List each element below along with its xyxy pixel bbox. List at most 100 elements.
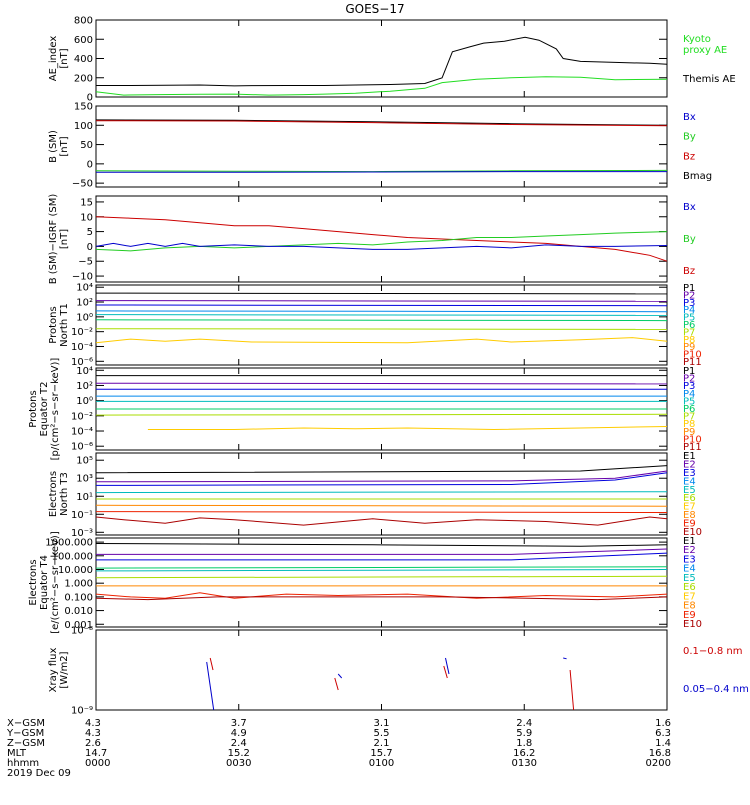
- x-row-value-3-0: 14.7: [85, 748, 107, 759]
- x-row-label-0: X−GSM: [7, 718, 45, 729]
- y-tick-label-protons_t2-4: 10⁻⁴: [71, 427, 93, 438]
- legend-electrons_t3-6: E7: [683, 502, 696, 513]
- y-tick-label-bigrf-3: 0: [87, 242, 93, 253]
- series-line-electrons_t4-E6: [95, 575, 668, 579]
- series-line-protons_t1-P2: [95, 300, 668, 302]
- y-tick-label-ae-1: 600: [74, 35, 93, 46]
- series-line-electrons_t4-E1: [95, 543, 668, 547]
- y-tick-label-protons_t1-3: 10⁻²: [71, 327, 93, 338]
- y-axis-label-bigrf-1: [nT]: [59, 229, 70, 249]
- x-row-value-2-2: 2.1: [374, 738, 390, 749]
- x-row-value-3-3: 16.2: [513, 748, 535, 759]
- legend-electrons_t3-2: E3: [683, 468, 696, 479]
- series-line-bigrf-By: [95, 231, 668, 252]
- y-tick-label-electrons_t4-1: 100.000: [52, 551, 93, 562]
- series-line-electrons_t3-E4: [95, 491, 668, 494]
- legend-electrons_t4-6: E7: [683, 591, 696, 602]
- y-axis-label-xray-1: [W/m2]: [59, 651, 70, 688]
- legend-electrons_t3-9: E10: [683, 527, 702, 538]
- panel-frame-electrons_t3: [95, 452, 668, 536]
- x-row-value-0-3: 2.4: [516, 718, 532, 729]
- panel-frame-xray: [95, 629, 668, 711]
- legend-bigrf-1: By: [683, 234, 696, 245]
- legend-protons_t1-5: P6: [683, 320, 695, 331]
- legend-electrons_t3-8: E9: [683, 519, 696, 530]
- legend-protons_t1-0: P1: [683, 283, 695, 294]
- x-row-label-2: Z−GSM: [7, 738, 45, 749]
- y-tick-label-electrons_t4-5: 0.010: [64, 606, 93, 617]
- x-row-value-1-0: 4.3: [85, 728, 101, 739]
- legend-electrons_t3-0: E1: [683, 451, 696, 462]
- legend-protons_t2-0: P1: [683, 366, 695, 377]
- series-line-xray-0-05-0-4-nm-seg0: [206, 661, 215, 711]
- series-line-protons_t2-P8: [147, 426, 668, 431]
- x-row-value-0-1: 3.7: [231, 718, 247, 729]
- y-tick-label-xray-1: 10⁻⁹: [71, 706, 93, 717]
- y-tick-label-protons_t1-5: 10⁻⁶: [71, 357, 93, 368]
- y-tick-label-electrons_t4-0: 1000.000: [45, 538, 93, 549]
- y-tick-label-ae-0: 800: [74, 16, 93, 27]
- legend-xray-0: 0.1−0.8 nm: [683, 646, 742, 657]
- series-line-protons_t1-P5: [95, 314, 668, 316]
- legend-electrons_t3-7: E8: [683, 510, 696, 521]
- legend-electrons_t4-2: E3: [683, 554, 696, 565]
- legend-protons_t1-1: P2: [683, 290, 695, 301]
- y-tick-label-protons_t1-0: 10⁴: [76, 283, 93, 294]
- x-row-label-3: MLT: [7, 748, 27, 759]
- y-tick-label-ae-4: 0: [87, 93, 93, 104]
- series-line-protons_t1-P1: [95, 292, 668, 295]
- legend-electrons_t4-5: E6: [683, 582, 696, 593]
- legend-ae-1: proxy AE: [683, 45, 727, 56]
- series-line-electrons_t3-E3: [95, 472, 668, 486]
- series-line-electrons_t4-E2: [96, 548, 668, 555]
- y-tick-label-electrons_t4-6: 0.001: [64, 620, 93, 631]
- legend-electrons_t3-1: E2: [683, 459, 696, 470]
- y-axis-label-electrons_t4-1: Equator T4: [39, 555, 50, 610]
- y-axis-label-protons_t2-0: Protons: [28, 390, 39, 427]
- x-row-value-4-1: 0030: [226, 758, 251, 769]
- series-line-xray-0-05-0-4-nm-seg3: [563, 657, 567, 660]
- series-line-bsm-Bx: [96, 171, 667, 173]
- series-line-bigrf-Bz: [95, 216, 668, 262]
- legend-electrons_t3-4: E5: [683, 485, 696, 496]
- y-tick-label-bsm-0: 150: [74, 102, 93, 113]
- y-axis-label-xray-0: Xray flux: [48, 648, 59, 693]
- panel-frame-bigrf: [95, 195, 668, 283]
- y-axis-label-protons_t2-2: [p/(cm²−s−sr−keV)]: [50, 358, 61, 461]
- series-line-electrons_t3-E8: [95, 516, 668, 526]
- series-line-bsm-Bmag: [95, 119, 668, 126]
- date-label: 2019 Dec 09: [7, 768, 71, 779]
- series-line-ae-Themis-AE: [96, 36, 668, 87]
- panel-frame-bsm: [95, 105, 668, 188]
- y-tick-label-ae-2: 400: [74, 54, 93, 65]
- panel-frame-protons_t1: [95, 284, 668, 366]
- series-line-protons_t1-P8: [95, 337, 668, 344]
- y-tick-label-electrons_t3-3: 10⁻¹: [71, 510, 93, 521]
- y-tick-label-electrons_t4-4: 0.100: [64, 592, 93, 603]
- y-axis-label-protons_t1-1: North T1: [59, 303, 70, 347]
- series-line-protons_t2-P2: [95, 382, 668, 385]
- legend-protons_t2-6: P7: [683, 412, 695, 423]
- series-line-xray-0-1-0-8-nm-seg1: [334, 677, 339, 691]
- y-tick-label-electrons_t3-2: 10¹: [76, 492, 93, 503]
- legend-electrons_t3-3: E4: [683, 476, 696, 487]
- y-axis-label-ae-0: AE_index: [48, 36, 59, 82]
- x-row-value-3-4: 16.8: [649, 748, 671, 759]
- legend-protons_t2-4: P5: [683, 396, 695, 407]
- y-tick-label-bigrf-0: 15: [80, 197, 93, 208]
- series-line-electrons_t4-E9: [95, 596, 668, 601]
- y-tick-label-protons_t2-0: 10⁴: [76, 366, 93, 377]
- x-row-value-2-4: 1.4: [655, 738, 671, 749]
- legend-bsm-1: By: [683, 132, 696, 143]
- y-axis-label-electrons_t4-0: Electrons: [28, 559, 39, 605]
- series-line-electrons_t3-E1: [95, 465, 668, 474]
- series-line-bsm-Bz: [95, 120, 668, 127]
- series-line-protons_t1-P6: [95, 319, 668, 322]
- legend-protons_t1-4: P5: [683, 313, 695, 324]
- series-line-protons_t1-P3: [95, 304, 668, 307]
- y-tick-label-bsm-3: 0: [87, 159, 93, 170]
- y-tick-label-bigrf-1: 10: [80, 212, 93, 223]
- y-tick-label-electrons_t3-4: 10⁻³: [71, 528, 93, 539]
- y-axis-label-ae-1: [nT]: [59, 48, 70, 68]
- y-tick-label-electrons_t3-1: 10³: [76, 474, 93, 485]
